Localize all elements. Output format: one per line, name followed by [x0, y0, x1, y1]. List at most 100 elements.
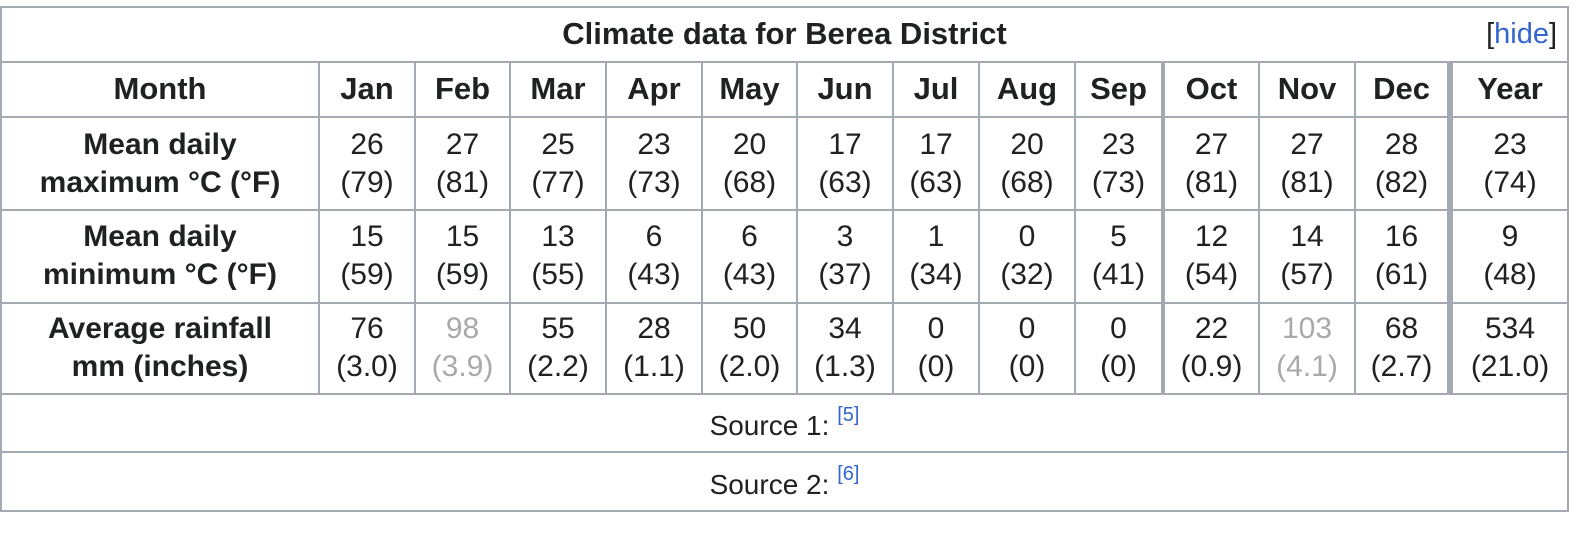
- data-cell: 76 (3.0): [318, 301, 416, 395]
- data-cell: 20 (68): [978, 116, 1076, 211]
- value-imperial: (63): [818, 165, 872, 199]
- value-imperial: (2.2): [527, 350, 589, 384]
- value-metric: 0: [1018, 220, 1036, 254]
- row-label: Mean daily maximum °C (°F): [0, 116, 320, 211]
- row-label: Mean daily minimum °C (°F): [0, 209, 320, 304]
- source-ref-link[interactable]: [5]: [837, 404, 860, 427]
- value-metric: 26: [350, 127, 384, 161]
- value-metric: 20: [1010, 127, 1044, 161]
- data-cell: 20 (68): [701, 116, 798, 211]
- data-cell: 12 (54): [1161, 209, 1260, 304]
- hide-toggle: [hide]: [1486, 18, 1558, 50]
- value-metric: 15: [350, 220, 384, 254]
- header-dec: Dec: [1354, 60, 1451, 119]
- header-feb: Feb: [414, 60, 511, 119]
- data-cell: 15 (59): [414, 209, 511, 304]
- data-cell: 3 (37): [796, 209, 894, 304]
- source-ref-link[interactable]: [6]: [837, 462, 860, 485]
- header-aug: Aug: [978, 60, 1076, 119]
- source-label: Source 1:: [709, 410, 838, 442]
- source-cell: Source 2: [6]: [0, 451, 1570, 512]
- value-imperial: (43): [627, 258, 681, 292]
- header-sep: Sep: [1074, 60, 1164, 119]
- source-ref: [5]: [837, 404, 859, 426]
- value-imperial: (57): [1280, 258, 1334, 292]
- data-cell: 0 (0): [1074, 301, 1164, 395]
- value-imperial: (61): [1374, 258, 1429, 292]
- data-cell: 28 (1.1): [605, 301, 703, 395]
- row-label-line2: minimum °C (°F): [43, 258, 277, 292]
- climate-table: Climate data for Berea District [hide] M…: [0, 6, 1570, 512]
- data-cell: 14 (57): [1258, 209, 1356, 304]
- header-row: Month Jan Feb Mar Apr May Jun Jul Aug Sep Oct Nov D…: [0, 60, 1570, 119]
- value-metric: 103: [1281, 312, 1333, 346]
- header-jan: Jan: [318, 60, 416, 119]
- value-imperial: (37): [818, 258, 872, 292]
- data-cell: 25 (77): [509, 116, 607, 211]
- header-nov: Nov: [1258, 60, 1356, 119]
- value-metric: 27: [445, 127, 480, 161]
- value-metric: 14: [1290, 220, 1324, 254]
- data-cell: 13 (55): [509, 209, 607, 304]
- table-title: Climate data for Berea District: [562, 16, 1007, 52]
- source-cell: Source 1: [5]: [0, 392, 1570, 454]
- value-imperial: (3.0): [336, 350, 398, 384]
- value-imperial: (81): [1280, 165, 1334, 199]
- value-metric: 23: [1101, 127, 1136, 161]
- data-cell: 23 (73): [605, 116, 703, 211]
- value-imperial: (2.7): [1370, 350, 1433, 384]
- data-cell: 17 (63): [796, 116, 894, 211]
- value-metric: 13: [541, 220, 575, 254]
- value-metric: 0: [1110, 312, 1127, 346]
- value-metric: 3: [836, 220, 854, 254]
- value-metric: 17: [828, 127, 862, 161]
- value-imperial: (59): [435, 258, 490, 292]
- year-cell: 9 (48): [1446, 209, 1570, 304]
- value-metric: 28: [1384, 127, 1419, 161]
- data-cell: 5 (41): [1074, 209, 1164, 304]
- source-label: Source 2:: [709, 468, 838, 500]
- value-imperial: (77): [531, 165, 585, 199]
- value-imperial: (79): [340, 165, 394, 199]
- value-metric: 5: [1110, 220, 1127, 254]
- value-metric: 27: [1194, 127, 1229, 161]
- value-imperial: (82): [1374, 165, 1429, 199]
- value-metric: 28: [637, 312, 671, 346]
- value-imperial: (68): [1000, 165, 1054, 199]
- table-row: Mean daily maximum °C (°F) 26 (79) 27 (81) 25 (…: [0, 116, 1570, 211]
- value-imperial: (55): [531, 258, 585, 292]
- data-cell: 16 (61): [1354, 209, 1451, 304]
- header-apr: Apr: [605, 60, 703, 119]
- table-row: Mean daily minimum °C (°F) 15 (59) 15 (59) 13(…: [0, 209, 1570, 304]
- value-metric: 0: [927, 312, 945, 346]
- header-year: Year: [1446, 60, 1570, 119]
- table-caption: Climate data for Berea District [hide]: [0, 6, 1570, 63]
- value-imperial: (74): [1483, 165, 1537, 199]
- year-cell: 534 (21.0): [1446, 301, 1570, 395]
- source-row: Source 2: [6]: [0, 451, 1570, 512]
- data-cell: 27 (81): [1161, 116, 1260, 211]
- value-metric: 23: [1493, 127, 1527, 161]
- data-cell: 22 (0.9): [1161, 301, 1260, 395]
- data-cell: 28 (82): [1354, 116, 1451, 211]
- row-label-line1: Average rainfall: [48, 312, 272, 346]
- data-cell: 6 (43): [605, 209, 703, 304]
- value-metric: 12: [1194, 220, 1229, 254]
- value-metric: 23: [637, 127, 671, 161]
- value-metric: 27: [1290, 127, 1324, 161]
- data-cell: 17 (63): [892, 116, 980, 211]
- value-metric: 6: [741, 220, 758, 254]
- header-may: May: [701, 60, 798, 119]
- data-cell: 34 (1.3): [796, 301, 894, 395]
- value-metric: 98: [445, 312, 480, 346]
- value-metric: 1: [927, 220, 945, 254]
- hide-link[interactable]: hide: [1494, 18, 1549, 50]
- value-metric: 55: [541, 312, 575, 346]
- data-cell: 0 (0): [978, 301, 1076, 395]
- value-imperial: (3.9): [431, 350, 494, 384]
- data-cell: 1 (34): [892, 209, 980, 304]
- value-metric: 534: [1484, 312, 1536, 346]
- value-imperial: (59): [340, 258, 394, 292]
- source-row: Source 1: [5]: [0, 392, 1570, 454]
- row-label-line2: maximum °C (°F): [39, 165, 281, 199]
